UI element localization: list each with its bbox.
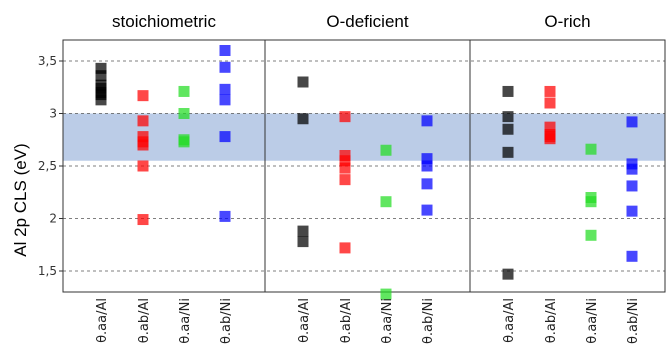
xtick-label: θ.ab/Ni (626, 298, 641, 344)
data-point (585, 196, 597, 208)
data-point (544, 121, 556, 133)
data-point (219, 131, 231, 143)
reference-band (63, 113, 665, 161)
data-point (502, 111, 514, 123)
data-point (421, 153, 433, 165)
data-point (297, 236, 309, 248)
data-point (421, 178, 433, 190)
data-point (626, 205, 638, 217)
data-point (544, 97, 556, 109)
data-point (585, 143, 597, 155)
ytick-label: 3,5 (38, 54, 57, 68)
xtick-label: θ.aa/Ni (585, 298, 600, 344)
ytick-label: 1,5 (38, 264, 57, 278)
data-point (219, 210, 231, 222)
data-point (137, 160, 149, 172)
data-point (95, 94, 107, 106)
xtick-label: θ.ab/Al (137, 298, 152, 343)
x-ticks: θ.aa/Al θ.ab/Al θ.aa/Ni θ.ab/Ni θ.aa/Al θ.ab/… (95, 298, 641, 344)
data-point (219, 83, 231, 95)
xtick-label: θ.aa/Ni (380, 298, 395, 344)
data-point (502, 123, 514, 135)
xtick-label: θ.ab/Ni (219, 298, 234, 344)
data-point (339, 174, 351, 186)
panel-title: O-deficient (326, 12, 408, 31)
xtick-label: θ.aa/Ni (178, 298, 193, 344)
ytick-label: 2,5 (38, 159, 57, 173)
data-point (380, 144, 392, 156)
data-point (137, 214, 149, 226)
data-point (137, 90, 149, 102)
data-point (626, 116, 638, 128)
data-point (421, 204, 433, 216)
data-point (297, 113, 309, 125)
xtick-label: θ.aa/Al (502, 298, 517, 343)
data-point (544, 133, 556, 145)
data-point (339, 155, 351, 167)
data-point (502, 268, 514, 280)
data-point (339, 162, 351, 174)
data-point (219, 94, 231, 106)
data-point (95, 62, 107, 74)
y-axis-label: Al 2p CLS (eV) (11, 143, 30, 256)
data-point (178, 108, 190, 119)
xtick-label: θ.aa/Al (297, 298, 312, 343)
panel-title: stoichiometric (112, 12, 216, 31)
data-point (421, 115, 433, 127)
data-point (502, 146, 514, 158)
ytick-label: 3 (49, 107, 57, 121)
xtick-label: θ.ab/Al (339, 298, 354, 343)
data-point (626, 250, 638, 262)
data-point (626, 180, 638, 192)
data-markers (95, 45, 638, 300)
panel-titles: stoichiometric O-deficient O-rich (112, 12, 591, 31)
xtick-label: θ.aa/Al (95, 298, 110, 343)
data-point (137, 139, 149, 151)
data-point (339, 242, 351, 254)
xtick-label: θ.ab/Al (544, 298, 559, 343)
panel-title: O-rich (544, 12, 590, 31)
data-point (137, 115, 149, 127)
data-point (585, 229, 597, 241)
gridlines (63, 60, 665, 272)
data-point (421, 160, 433, 172)
data-point (502, 85, 514, 97)
data-point (626, 163, 638, 175)
y-ticks: 1,5 2 2,5 3 3,5 (38, 54, 63, 278)
data-point (297, 225, 309, 237)
data-point (219, 45, 231, 56)
data-point (339, 111, 351, 123)
data-point (219, 61, 231, 73)
xtick-label: θ.ab/Ni (421, 298, 436, 344)
ytick-label: 2 (49, 212, 57, 226)
data-point (544, 85, 556, 97)
data-point (95, 70, 107, 82)
data-point (380, 288, 392, 300)
data-point (178, 136, 190, 148)
data-point (380, 196, 392, 208)
data-point (297, 76, 309, 88)
band-rect (63, 113, 665, 161)
data-point (178, 85, 190, 97)
